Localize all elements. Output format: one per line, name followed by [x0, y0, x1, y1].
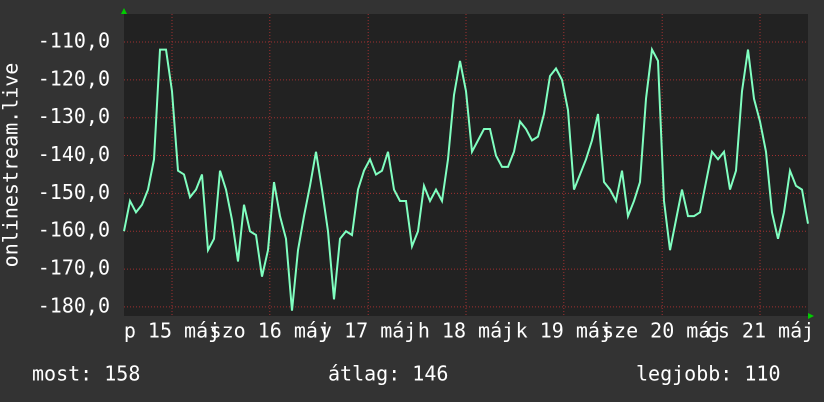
y-tick-label: -160,0 [38, 218, 110, 242]
x-tick-label: szo 16 máj [210, 319, 330, 343]
stat-label: most: 158 [32, 362, 140, 386]
y-tick-label: -110,0 [38, 29, 110, 53]
axis-arrow [808, 313, 814, 319]
y-tick-label: -140,0 [38, 142, 110, 166]
stat-label: átlag: 146 [328, 362, 448, 386]
y-tick-label: -180,0 [38, 293, 110, 317]
y-tick-label: -150,0 [38, 180, 110, 204]
stat-label: legjobb: 110 [636, 362, 781, 386]
x-tick-label: sze 20 máj [602, 319, 722, 343]
data-line [123, 46, 809, 311]
y-tick-label: -170,0 [38, 256, 110, 280]
x-tick-label: k 19 máj [516, 319, 612, 343]
x-tick-label: cs 21 máj [706, 319, 814, 343]
y-tick-label: -120,0 [38, 66, 110, 90]
axis-arrow [121, 8, 127, 14]
x-tick-label: p 15 máj [124, 319, 220, 343]
y-tick-label: -130,0 [38, 104, 110, 128]
x-tick-label: h 18 máj [418, 319, 514, 343]
x-tick-label: v 17 máj [320, 319, 416, 343]
y-axis-title: onlinestream.live [0, 63, 23, 268]
